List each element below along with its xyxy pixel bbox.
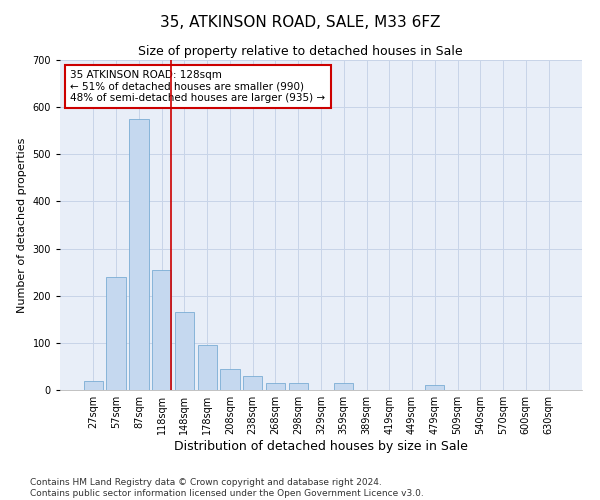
Y-axis label: Number of detached properties: Number of detached properties — [17, 138, 27, 312]
Bar — [289, 383, 308, 390]
Bar — [84, 380, 103, 390]
Bar — [266, 383, 285, 390]
Bar — [243, 376, 262, 390]
Text: 35, ATKINSON ROAD, SALE, M33 6FZ: 35, ATKINSON ROAD, SALE, M33 6FZ — [160, 15, 440, 30]
Bar — [197, 345, 217, 390]
Text: 35 ATKINSON ROAD: 128sqm
← 51% of detached houses are smaller (990)
48% of semi-: 35 ATKINSON ROAD: 128sqm ← 51% of detach… — [70, 70, 326, 103]
Bar — [175, 312, 194, 390]
Bar — [129, 119, 149, 390]
Text: Contains HM Land Registry data © Crown copyright and database right 2024.
Contai: Contains HM Land Registry data © Crown c… — [30, 478, 424, 498]
Bar — [106, 277, 126, 390]
Text: Size of property relative to detached houses in Sale: Size of property relative to detached ho… — [137, 45, 463, 58]
Bar — [152, 270, 172, 390]
Bar — [425, 386, 445, 390]
Bar — [334, 383, 353, 390]
Bar — [220, 369, 239, 390]
X-axis label: Distribution of detached houses by size in Sale: Distribution of detached houses by size … — [174, 440, 468, 453]
